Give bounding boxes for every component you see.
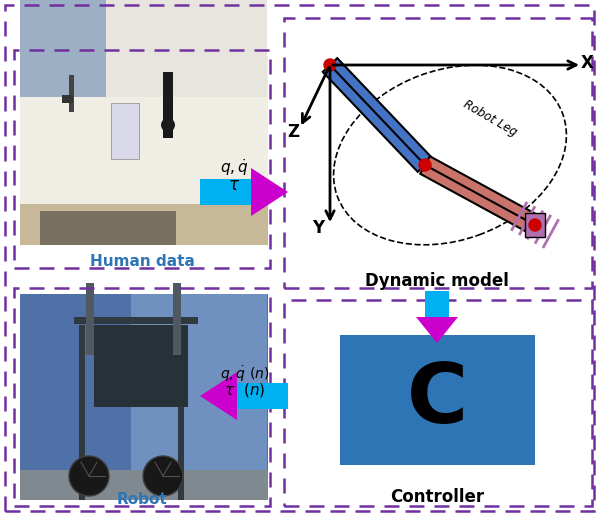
Bar bbox=[20, 204, 268, 245]
Circle shape bbox=[529, 219, 541, 231]
Bar bbox=[425, 291, 449, 317]
Text: C: C bbox=[407, 360, 468, 441]
Bar bbox=[79, 325, 85, 500]
Polygon shape bbox=[251, 168, 288, 216]
Bar bbox=[284, 18, 592, 288]
Text: Controller: Controller bbox=[390, 488, 484, 506]
Polygon shape bbox=[420, 156, 540, 234]
Text: X: X bbox=[580, 54, 594, 72]
Bar bbox=[86, 283, 94, 355]
Text: Dynamic model: Dynamic model bbox=[365, 272, 509, 290]
Bar bbox=[340, 335, 535, 465]
Circle shape bbox=[143, 456, 183, 496]
Bar bbox=[20, 56, 268, 245]
Bar bbox=[200, 179, 251, 205]
Bar bbox=[20, 0, 49, 97]
Circle shape bbox=[324, 59, 336, 71]
Bar bbox=[286, 20, 590, 287]
Bar bbox=[20, 0, 106, 97]
Bar bbox=[106, 0, 267, 97]
Circle shape bbox=[419, 159, 431, 171]
Text: Robot: Robot bbox=[117, 492, 167, 507]
Bar bbox=[20, 470, 268, 500]
Text: $q, \dot{q}\ (n)$: $q, \dot{q}\ (n)$ bbox=[220, 364, 270, 384]
Text: Z: Z bbox=[287, 123, 299, 141]
Bar bbox=[40, 211, 176, 245]
Bar bbox=[286, 302, 590, 504]
Bar bbox=[163, 72, 173, 138]
Bar bbox=[173, 283, 181, 355]
Bar bbox=[178, 325, 184, 500]
Text: Y: Y bbox=[312, 219, 324, 237]
Polygon shape bbox=[200, 372, 237, 420]
Bar bbox=[74, 317, 198, 324]
Bar bbox=[62, 95, 73, 103]
Bar bbox=[14, 288, 270, 506]
Bar bbox=[111, 103, 139, 159]
Bar bbox=[94, 325, 188, 407]
Bar bbox=[525, 213, 545, 237]
Text: Robot Leg: Robot Leg bbox=[461, 98, 519, 139]
Text: $q, \dot{q}$: $q, \dot{q}$ bbox=[220, 157, 249, 179]
Text: $\tau\ \ (n)$: $\tau\ \ (n)$ bbox=[225, 381, 265, 399]
Polygon shape bbox=[323, 58, 432, 172]
Bar bbox=[14, 50, 270, 268]
Bar bbox=[237, 383, 288, 409]
Bar bbox=[20, 294, 268, 500]
Circle shape bbox=[69, 456, 109, 496]
Text: Human data: Human data bbox=[90, 253, 195, 268]
Bar bbox=[284, 300, 592, 506]
Polygon shape bbox=[416, 317, 458, 343]
Circle shape bbox=[161, 118, 175, 132]
Bar bbox=[131, 294, 267, 500]
Bar bbox=[69, 75, 74, 112]
Text: $\tau$: $\tau$ bbox=[228, 176, 240, 194]
